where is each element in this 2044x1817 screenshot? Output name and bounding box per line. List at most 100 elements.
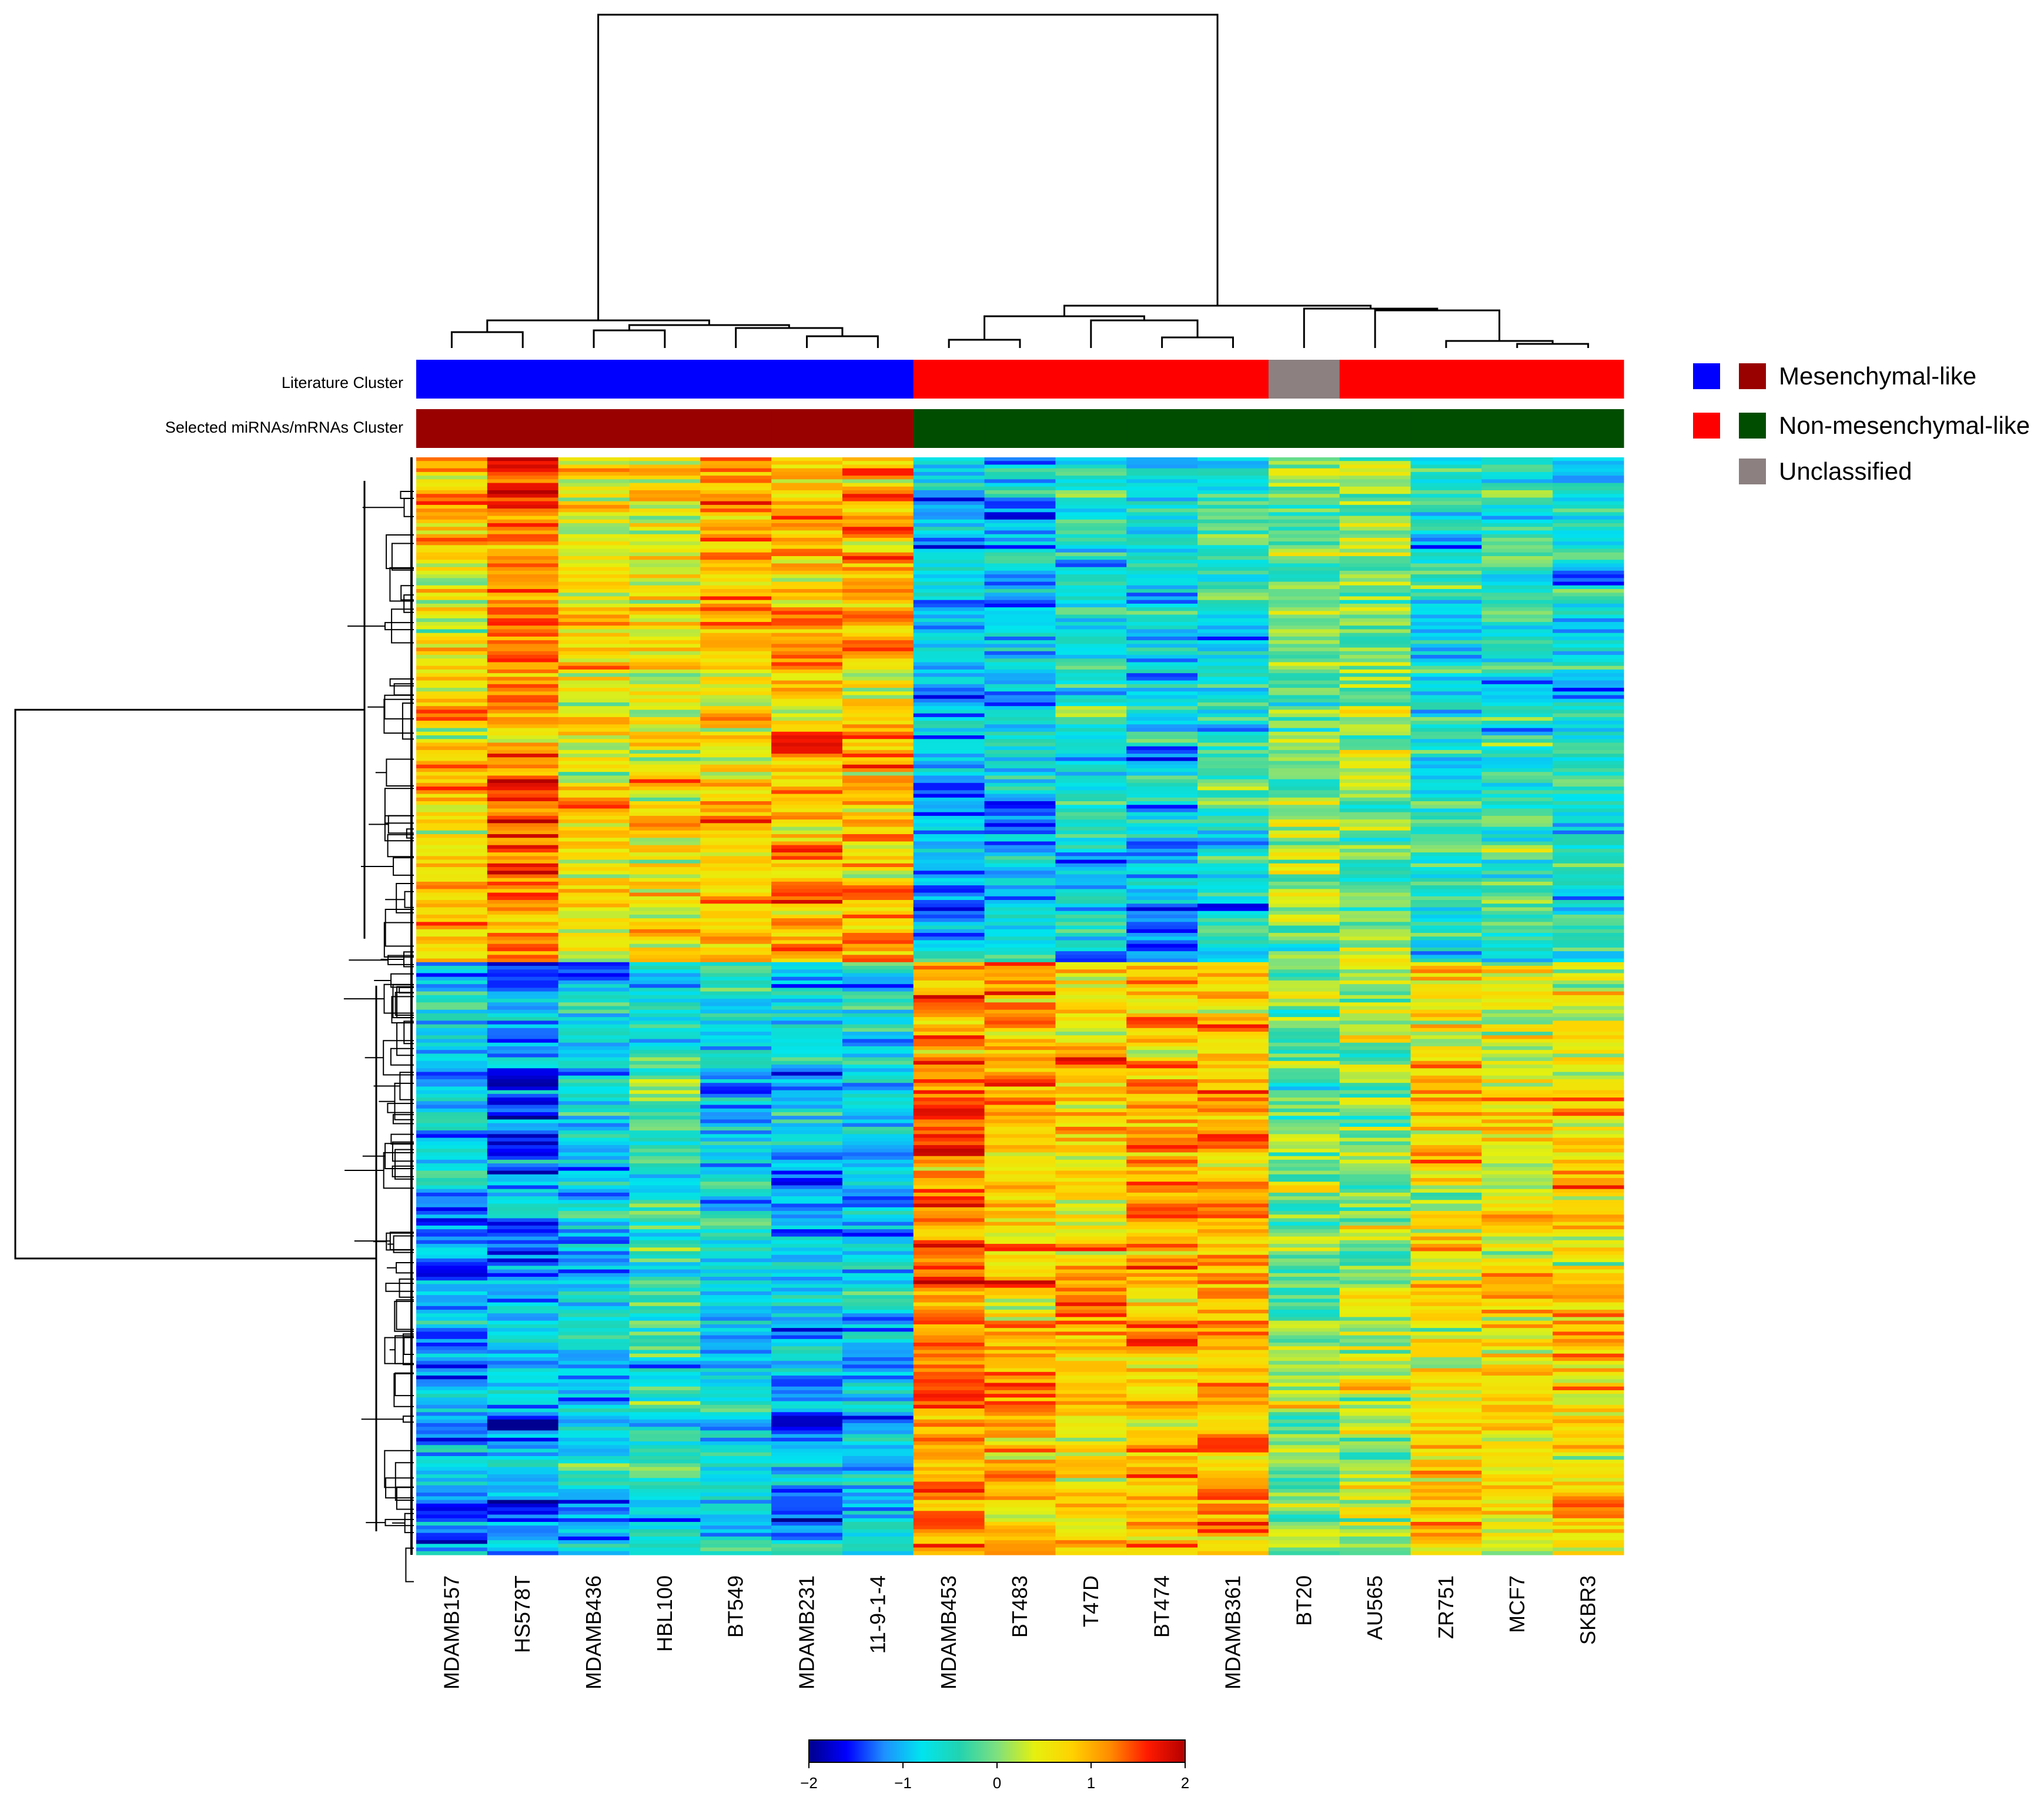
heatmap-cell [771,1225,843,1230]
heatmap-cell [1410,1481,1482,1486]
heatmap-cell [416,548,488,553]
heatmap-cell [700,797,772,802]
heatmap-cell [1126,805,1198,809]
heatmap-cell [1268,545,1340,550]
heatmap-cell [700,504,772,509]
heatmap-cell [700,892,772,897]
heatmap-cell [1268,1130,1340,1135]
heatmap-cell [1481,1009,1553,1014]
heatmap-cell [1339,721,1411,725]
heatmap-cell [487,494,559,498]
heatmap-cell [1553,691,1624,696]
heatmap-cell [842,841,914,846]
heatmap-cell [1055,471,1127,476]
heatmap-cell [1126,567,1198,571]
heatmap-cell [913,1394,985,1398]
heatmap-cell [1481,545,1553,550]
heatmap-cell [1055,1540,1127,1544]
heatmap-cell [1481,655,1553,659]
heatmap-cell [984,1039,1056,1043]
heatmap-cell [1268,1101,1340,1106]
heatmap-cell [913,486,985,491]
heatmap-cell [629,787,701,791]
heatmap-cell [1410,1507,1482,1511]
heatmap-cell [984,790,1056,795]
heatmap-cell [700,1126,772,1131]
heatmap-cell [842,859,914,864]
heatmap-cell [1410,548,1482,553]
annotation-cell-literature-au565 [1339,360,1411,399]
heatmap-cell [1268,1485,1340,1490]
heatmap-cell [1553,548,1624,553]
heatmap-cell [1410,1251,1482,1256]
heatmap-cell [416,688,488,692]
heatmap-cell [700,1262,772,1266]
heatmap-cell [913,519,985,524]
heatmap-cell [558,808,630,813]
heatmap-cell [416,1324,488,1329]
heatmap-cell [1481,1291,1553,1296]
heatmap-cell [913,1441,985,1445]
heatmap-cell [1410,1269,1482,1274]
heatmap-cell [1197,863,1269,868]
heatmap-cell [1339,1240,1411,1244]
heatmap-cell [1339,541,1411,546]
heatmap-cell [629,991,701,996]
heatmap-cell [558,1460,630,1464]
heatmap-cell [1410,1521,1482,1526]
heatmap-cell [913,1357,985,1361]
heatmap-cell [1339,1123,1411,1127]
heatmap-cell [487,1408,559,1413]
heatmap-cell [558,1093,630,1098]
heatmap-cell [842,962,914,966]
heatmap-cell [842,933,914,937]
heatmap-cell [984,940,1056,945]
heatmap-cell [842,757,914,762]
heatmap-cell [487,1156,559,1160]
heatmap-cell [771,1222,843,1226]
heatmap-cell [913,1532,985,1537]
heatmap-cell [700,519,772,524]
heatmap-cell [1197,607,1269,611]
heatmap-cell [1410,999,1482,1003]
heatmap-cell [558,1416,630,1420]
heatmap-cell [984,933,1056,937]
heatmap-cell [1553,871,1624,875]
heatmap-cell [1410,1434,1482,1438]
heatmap-cell [1055,797,1127,802]
heatmap-cell [771,593,843,597]
heatmap-cell [1055,1053,1127,1058]
heatmap-cell [558,1152,630,1157]
heatmap-cell [1126,1317,1198,1321]
annotation-cell-selected-au565 [1339,409,1411,448]
heatmap-cell [629,1214,701,1219]
heatmap-cell [1553,805,1624,809]
heatmap-cell [842,1116,914,1120]
heatmap-cell [1197,1416,1269,1420]
heatmap-cell [1339,1156,1411,1160]
heatmap-cell [1055,1083,1127,1087]
heatmap-cell [487,1478,559,1483]
heatmap-cell [1268,754,1340,758]
heatmap-cell [700,991,772,996]
heatmap-cell [1339,1218,1411,1223]
heatmap-cell [1339,1006,1411,1010]
heatmap-cell [629,1189,701,1193]
heatmap-cell [416,490,488,494]
heatmap-cell [700,1335,772,1340]
heatmap-cell [1410,490,1482,494]
heatmap-cell [487,1097,559,1102]
heatmap-cell [1055,852,1127,856]
heatmap-cell [700,852,772,856]
heatmap-cell [1268,951,1340,955]
heatmap-cell [487,1258,559,1263]
heatmap-cell [629,878,701,882]
heatmap-cell [984,548,1056,553]
heatmap-cell [1410,892,1482,897]
heatmap-cell [984,951,1056,955]
heatmap-cell [771,698,843,703]
heatmap-cell [1055,1189,1127,1193]
heatmap-cell [1268,1032,1340,1036]
heatmap-cell [1197,504,1269,509]
heatmap-cell [984,688,1056,692]
